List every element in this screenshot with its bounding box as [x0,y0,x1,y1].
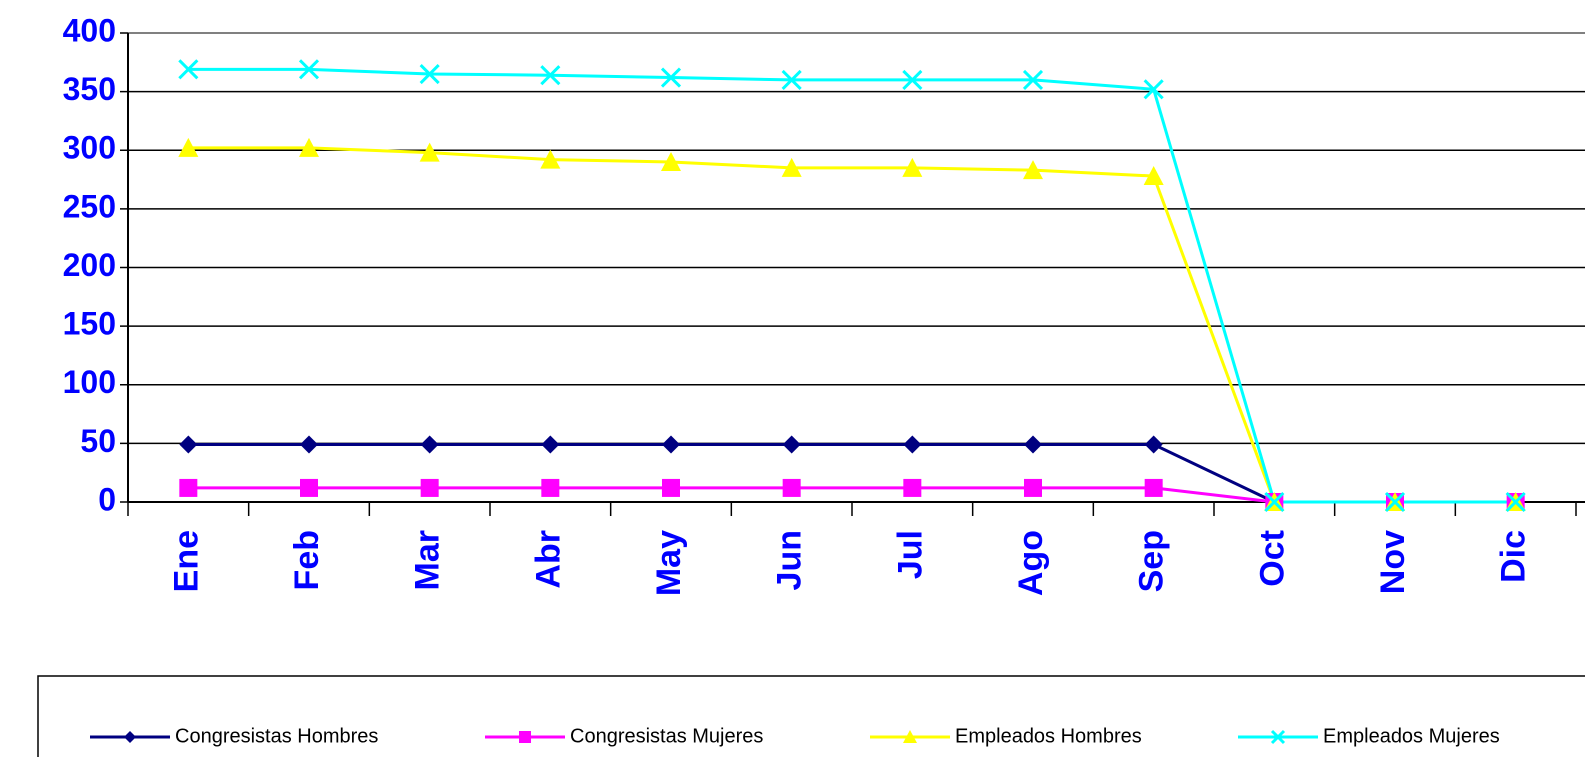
marker [782,478,801,497]
marker [903,478,922,497]
x-tick-label: Ago [1012,530,1050,596]
marker [1505,491,1526,513]
series-line [188,146,1516,504]
y-tick-label: 350 [63,71,116,107]
marker [781,69,802,90]
marker [541,435,560,454]
marker [300,478,318,497]
marker [662,435,680,454]
marker [1022,69,1044,90]
marker [179,435,198,454]
marker [1384,491,1406,513]
legend-marker [903,730,917,743]
legend-label: Empleados Mujeres [1323,725,1500,747]
y-tick-label: 400 [63,12,116,48]
marker [420,435,439,454]
legend-label: Congresistas Hombres [175,725,378,747]
marker [902,69,923,90]
marker [1144,478,1163,497]
marker [419,142,440,162]
marker [178,137,199,157]
x-tick-label: Jul [891,530,929,579]
marker [1143,166,1164,186]
marker [662,478,680,497]
marker [178,59,199,80]
legend-marker [519,731,531,743]
series-line [188,67,1516,504]
marker [541,478,560,497]
legend-label: Empleados Hombres [955,725,1142,747]
marker [781,157,802,177]
legend-box [37,675,1585,757]
x-tick-label: Nov [1374,530,1412,594]
marker [902,157,923,177]
x-tick-label: Feb [288,530,326,590]
marker [540,149,561,169]
y-tick-label: 250 [63,188,116,224]
marker [1144,435,1163,454]
marker [420,478,439,497]
legend-marker [1270,729,1286,745]
x-tick-label: Mar [409,530,447,590]
marker [660,67,682,88]
x-tick-label: Ene [167,530,205,592]
marker [661,151,681,171]
x-tick-label: Oct [1253,530,1291,587]
y-tick-label: 300 [63,130,116,166]
x-tick-label: Dic [1495,530,1533,583]
x-tick-label: May [650,530,688,596]
marker [299,137,319,157]
marker [1264,491,1285,513]
marker [903,435,922,454]
marker [540,65,561,86]
marker [300,435,318,454]
marker [1024,435,1042,454]
marker [298,59,320,80]
series-line [188,443,1516,504]
legend-label: Congresistas Mujeres [570,725,763,747]
marker [419,63,440,85]
y-tick-label: 50 [80,423,116,459]
x-tick-label: Abr [529,530,567,589]
series-line [188,486,1516,504]
x-tick-label: Sep [1133,530,1171,592]
y-tick-label: 150 [63,306,116,342]
y-tick-label: 0 [98,481,116,517]
x-tick-label: Jun [771,530,809,590]
marker [782,435,801,454]
marker [179,478,198,497]
marker [1024,478,1042,497]
y-tick-label: 100 [63,364,116,400]
legend-marker [124,731,136,743]
marker [1023,160,1043,180]
y-tick-label: 200 [63,247,116,283]
marker [1143,79,1164,100]
